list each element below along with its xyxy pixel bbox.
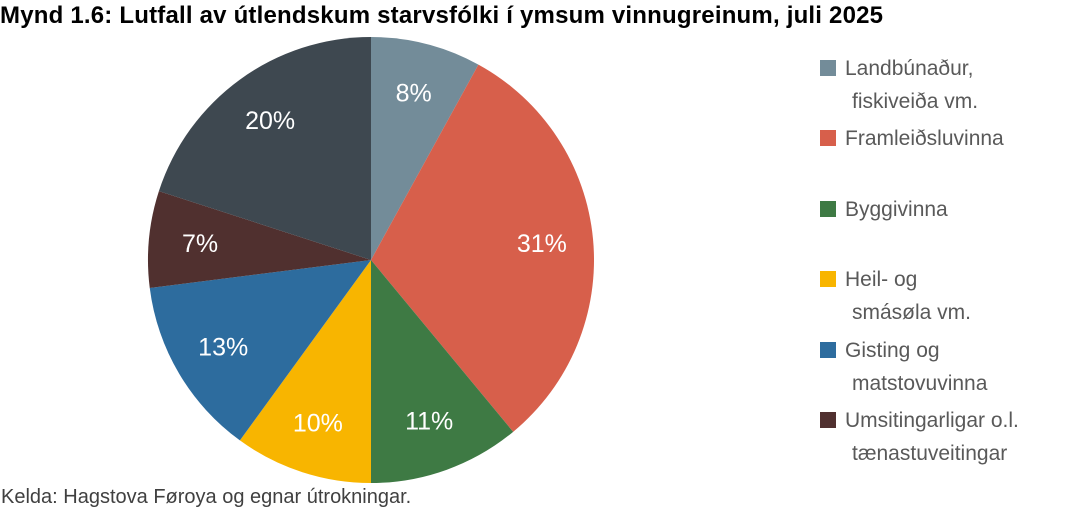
legend-item-line: Heil- og (845, 268, 918, 291)
legend-item-label: Gisting og matstovuvinna (845, 334, 987, 400)
legend-swatch-icon (820, 412, 836, 428)
pie-slice-label-0: 8% (396, 80, 432, 108)
legend-item-5: Umsitingarligar o.l. tænastuveitingar (820, 404, 1019, 470)
pie-slice-label-2: 11% (405, 408, 453, 436)
pie-slice-label-4: 13% (198, 333, 248, 361)
chart-title: Mynd 1.6: Lutfall av útlendskum starvsfó… (0, 2, 884, 29)
source-note: Kelda: Hagstova Føroya og egnar útroknin… (1, 486, 412, 508)
pie-slice-3 (239, 260, 371, 483)
legend-item-label: Landbúnaður, fiskiveiða vm. (845, 52, 978, 118)
pie-slice-4 (149, 260, 371, 441)
legend-item-4: Gisting og matstovuvinna (820, 334, 987, 400)
legend-item-line: Framleiðsluvinna (845, 127, 1004, 150)
legend-item-2: Byggivinna (820, 193, 948, 226)
legend-item-line: smásøla vm. (852, 301, 972, 324)
legend-item-line: tænastuveitingar (852, 442, 1008, 465)
pie-slice-2 (371, 260, 514, 483)
legend-item-line: Gisting og (845, 339, 940, 362)
pie-slice-5 (147, 191, 371, 288)
legend-item-label: Byggivinna (845, 193, 948, 226)
legend-item-line: fiskiveiða vm. (852, 90, 979, 113)
pie-slice-1 (371, 64, 595, 432)
legend-item-label: Umsitingarligar o.l. tænastuveitingar (845, 404, 1019, 470)
pie-slice-6 (158, 37, 371, 260)
legend-item-line: Byggivinna (845, 198, 948, 221)
pie-slice-0 (371, 37, 479, 260)
legend-item-label: Framleiðsluvinna (845, 122, 1004, 155)
pie-slice-label-1: 31% (517, 230, 567, 258)
legend-item-line: matstovuvinna (852, 372, 988, 395)
legend-item-0: Landbúnaður, fiskiveiða vm. (820, 52, 978, 118)
legend-item-3: Heil- og smásøla vm. (820, 263, 971, 329)
legend-swatch-icon (820, 130, 836, 146)
legend: Landbúnaður, fiskiveiða vm. Framleiðsluvin… (820, 0, 1078, 515)
legend-item-label: Heil- og smásøla vm. (845, 263, 971, 329)
legend-item-line: Landbúnaður, (845, 57, 974, 80)
pie-slice-label-6: 20% (245, 107, 295, 135)
legend-swatch-icon (820, 342, 836, 358)
pie-slice-label-3: 10% (293, 409, 343, 437)
legend-item-line: Umsitingarligar o.l. (845, 409, 1019, 432)
legend-item-1: Framleiðsluvinna (820, 122, 1004, 155)
legend-swatch-icon (820, 60, 836, 76)
pie-slice-label-5: 7% (182, 230, 218, 258)
legend-swatch-icon (820, 201, 836, 217)
legend-swatch-icon (820, 271, 836, 287)
